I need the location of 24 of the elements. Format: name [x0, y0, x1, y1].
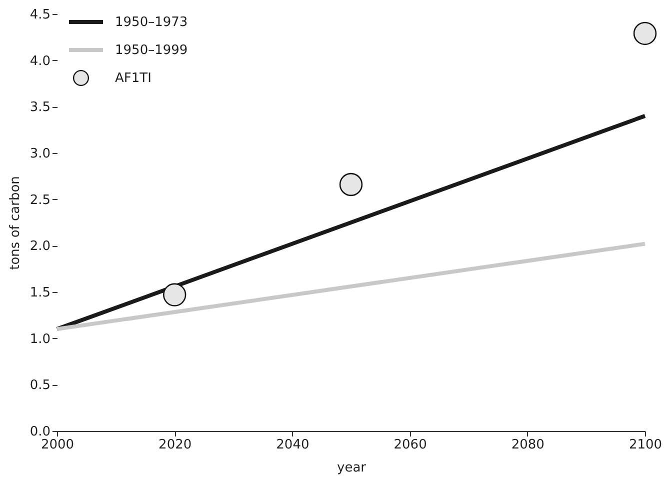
x-tick-label: 2020 [158, 438, 192, 452]
y-tick-label: 1.5 [30, 286, 50, 300]
legend-label: AF1TI [115, 71, 152, 86]
point [633, 22, 657, 46]
x-tick-label: 2080 [511, 438, 544, 452]
y-tick-label: 3.0 [30, 146, 50, 162]
point [339, 172, 363, 196]
y-tick-label: 4.5 [30, 8, 50, 22]
x-tick-label: 2100 [628, 438, 662, 452]
x-tick-label: 2060 [394, 438, 427, 452]
y-tick-label: 2.5 [30, 192, 50, 208]
y-tick-label: 4.0 [30, 54, 50, 69]
y-axis-title: tons of carbon [8, 176, 23, 270]
y-tick-label: 3.5 [30, 100, 50, 116]
x-tick-label: 2040 [276, 438, 310, 452]
y-tick-label: 0.0 [30, 424, 50, 440]
legend-label: 1950–1973 [115, 15, 188, 30]
x-axis-title: year [336, 460, 367, 476]
legend-label: 1950–1999 [115, 43, 188, 58]
x-tick-label: 2000 [40, 438, 74, 452]
point [162, 283, 186, 306]
y-tick-label: 0.5 [30, 378, 50, 394]
y-tick-label: 1.0 [30, 332, 50, 347]
y-tick-label: 2.0 [30, 239, 50, 254]
